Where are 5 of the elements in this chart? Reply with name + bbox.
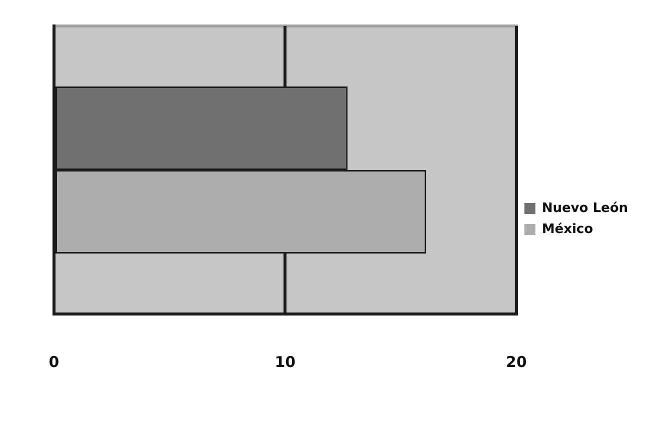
legend-label: México (542, 222, 594, 237)
legend-label: Nuevo León (542, 200, 628, 216)
x-tick-label: 10 (274, 352, 296, 371)
x-tick-label: 0 (48, 352, 60, 371)
x-tick-label: 20 (506, 352, 527, 371)
